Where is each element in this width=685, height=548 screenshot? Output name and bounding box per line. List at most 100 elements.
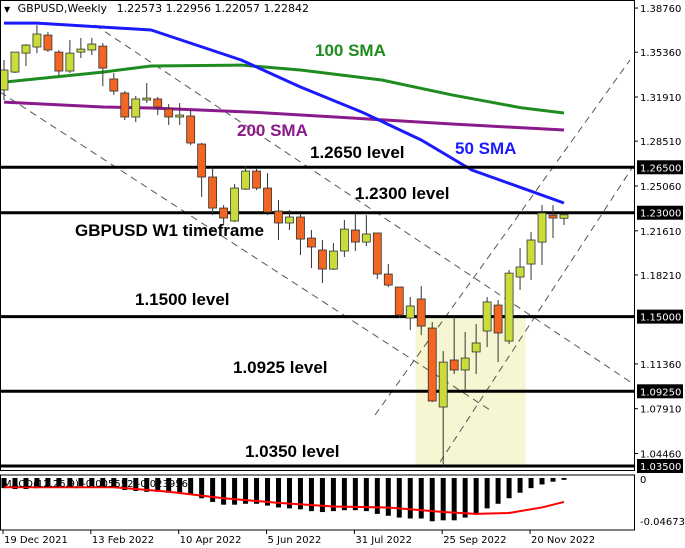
candle-body <box>427 327 437 402</box>
timeframe-label: GBPUSD W1 timeframe <box>75 221 264 240</box>
x-tick-label: 20 Nov 2022 <box>531 535 595 546</box>
macd-bar <box>462 478 468 518</box>
macd-bar <box>1 478 7 489</box>
macd-bar <box>561 478 567 480</box>
candle-body <box>274 210 283 224</box>
candle-body <box>515 266 525 278</box>
candle-body <box>361 233 371 243</box>
x-tick-label: 25 Sep 2022 <box>443 535 506 546</box>
level-price-label: 1.23000 <box>640 209 681 220</box>
x-tick-label: 5 Jun 2022 <box>268 535 322 546</box>
y-tick-label: 1.21610 <box>640 227 681 238</box>
macd-bar <box>177 478 183 493</box>
candle-body <box>0 69 9 91</box>
candle-body <box>142 97 152 101</box>
x-tick-label: 10 Apr 2022 <box>180 535 242 546</box>
macd-bar <box>550 478 556 482</box>
macd-bar <box>506 478 512 499</box>
candle-body <box>548 214 558 219</box>
y-tick-label: 1.07910 <box>640 405 681 416</box>
macd-bar <box>363 478 369 512</box>
y-tick-label: 1.04460 <box>640 450 681 461</box>
candle-body <box>131 98 141 118</box>
candle-body <box>230 187 239 222</box>
level-11500-label: 1.1500 level <box>135 290 230 309</box>
macd-bar <box>308 478 314 512</box>
sma50-label: 50 SMA <box>455 139 517 158</box>
macd-bar <box>155 478 161 492</box>
trendline <box>374 59 631 416</box>
level-price-label: 1.09250 <box>640 387 681 398</box>
y-tick-label: 1.28510 <box>640 137 681 148</box>
macd-bar <box>221 478 227 505</box>
macd-bar <box>133 478 139 491</box>
sma200-label: 200 SMA <box>237 121 308 140</box>
x-tick-label: 13 Feb 2022 <box>92 535 154 546</box>
candle-body <box>197 143 207 178</box>
macd-label: MACD(12,26,9) -0.005552 -0.023956 <box>3 479 188 490</box>
macd-bar <box>396 478 402 518</box>
candle-body <box>252 170 261 189</box>
level-price-box <box>637 160 683 175</box>
dropdown-triangle-icon[interactable]: ▼ <box>4 5 11 14</box>
macd-bar <box>78 478 84 487</box>
macd-signal-line <box>4 486 565 515</box>
macd-bar <box>495 478 501 504</box>
macd-bar <box>517 478 523 493</box>
macd-bar <box>254 478 260 504</box>
candle-body <box>372 232 382 275</box>
candle-body <box>109 78 119 92</box>
level-price-label: 1.15000 <box>640 313 681 324</box>
symbol-label: GBPUSD,Weekly <box>17 2 108 15</box>
macd-bar <box>243 478 249 504</box>
candle-body <box>21 44 31 54</box>
candle-body <box>263 187 272 213</box>
macd-tick-label: -0.046732 <box>640 517 685 528</box>
level-price-label: 1.03500 <box>640 462 681 473</box>
ohlc-readout: 1.22573 1.22956 1.22057 1.22842 <box>116 2 310 15</box>
macd-bar <box>188 478 194 495</box>
y-tick-label: 1.25060 <box>640 182 681 193</box>
macd-bar <box>528 478 534 489</box>
macd-bar <box>23 478 29 490</box>
sma100-label: 100 SMA <box>315 41 386 60</box>
candle-body <box>120 92 130 118</box>
trendline <box>439 167 633 463</box>
plot-frame <box>0 0 635 471</box>
candle-body <box>175 114 185 118</box>
candle-body <box>504 272 514 342</box>
macd-bar <box>440 478 446 521</box>
macd-tick-label: 0 <box>640 475 646 486</box>
macd-bar <box>418 478 424 519</box>
candle-body <box>559 214 569 219</box>
candle-body <box>350 229 360 243</box>
candle-body <box>153 98 163 108</box>
candle-body <box>32 33 42 48</box>
macd-bar <box>67 478 73 488</box>
candle-body <box>471 342 481 353</box>
candle-body <box>241 170 250 190</box>
macd-bar <box>56 478 62 488</box>
candle-body <box>328 250 338 270</box>
candle-body <box>460 357 470 371</box>
candle-body <box>383 273 393 286</box>
candle-body <box>537 212 547 243</box>
y-tick-label: 1.18210 <box>640 271 681 282</box>
candle-body <box>10 51 20 73</box>
y-tick-label: 1.38760 <box>640 4 681 15</box>
sma50-line <box>4 21 565 205</box>
macd-bar <box>265 478 271 506</box>
macd-bar <box>210 478 216 502</box>
level-price-box <box>637 458 683 473</box>
macd-bar <box>166 478 172 493</box>
candle-body <box>482 301 492 332</box>
candle-body <box>416 298 426 327</box>
y-tick-label: 1.31910 <box>640 93 681 104</box>
candle-body <box>438 361 448 408</box>
macd-bar <box>45 478 51 488</box>
macd-bar <box>111 478 117 489</box>
macd-bar <box>330 478 336 512</box>
level-12650-label: 1.2650 level <box>310 143 405 162</box>
macd-bar <box>539 478 545 485</box>
macd-bar <box>276 478 281 508</box>
